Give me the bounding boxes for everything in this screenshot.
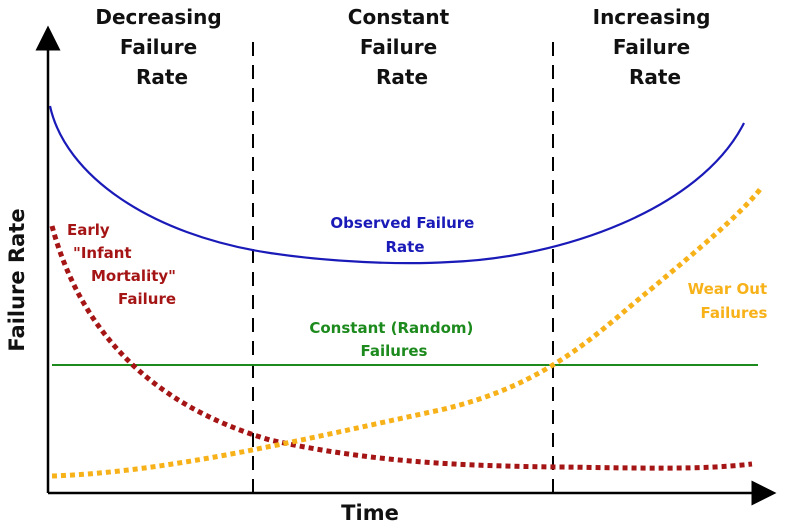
region-title-constant: Constant Failure Rate bbox=[348, 5, 456, 89]
constant-failures-label: Constant (Random) Failures bbox=[309, 319, 478, 360]
y-axis-label: Failure Rate bbox=[5, 208, 29, 351]
x-axis-label: Time bbox=[341, 501, 399, 525]
observed-failure-label: Observed Failure Rate bbox=[330, 214, 479, 256]
wear-out-label: Wear Out Failures bbox=[688, 280, 773, 322]
region-title-decreasing: Decreasing Failure Rate bbox=[95, 5, 228, 89]
infant-mortality-label: Early "Infant Mortality" Failure bbox=[67, 221, 181, 308]
observed-failure-curve bbox=[48, 105, 745, 265]
region-title-increasing: Increasing Failure Rate bbox=[593, 5, 718, 89]
wear-out-curve bbox=[51, 185, 764, 479]
infant-mortality-curve bbox=[49, 225, 753, 471]
